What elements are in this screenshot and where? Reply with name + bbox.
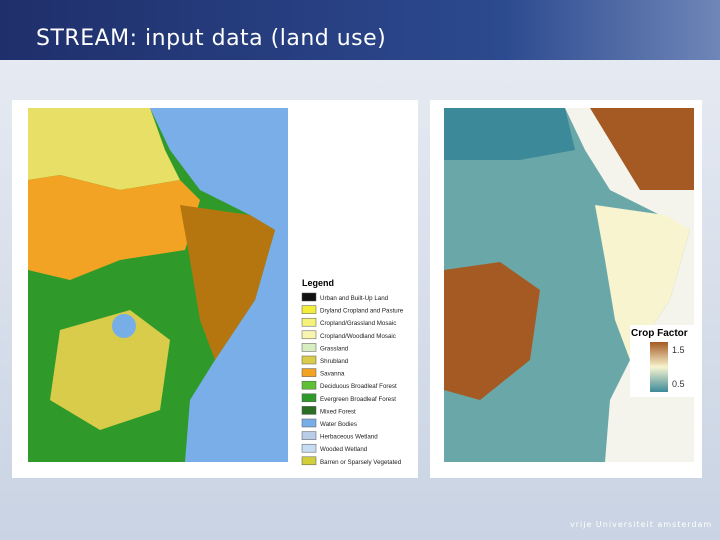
land-orange bbox=[28, 175, 200, 280]
legend-bg bbox=[298, 275, 418, 478]
legend-label: Deciduous Broadleaf Forest bbox=[320, 383, 397, 390]
legend-swatch bbox=[301, 393, 317, 403]
legend-swatch bbox=[301, 317, 317, 327]
legend-title: Legend bbox=[302, 278, 334, 288]
legend-label: Cropland/Grassland Mosaic bbox=[320, 320, 396, 327]
cf-horn bbox=[595, 205, 690, 360]
land-shrub bbox=[50, 310, 170, 430]
land-brown bbox=[180, 205, 275, 360]
legend-label: Grassland bbox=[320, 345, 349, 352]
slide-title: STREAM: input data (land use) bbox=[36, 26, 387, 51]
legend-swatch bbox=[301, 368, 317, 377]
legend-swatch bbox=[301, 443, 317, 453]
legend-swatch bbox=[301, 343, 317, 352]
cf-tick-label: 0.5 bbox=[672, 379, 685, 389]
legend-label: Savanna bbox=[320, 371, 345, 378]
legend-swatch bbox=[301, 418, 317, 428]
legend-swatch bbox=[301, 380, 317, 390]
legend-label: Herbaceous Wetland bbox=[320, 434, 378, 441]
cf-brown bbox=[444, 262, 540, 400]
cf-arabia bbox=[590, 108, 694, 190]
cf-colorbar bbox=[650, 342, 668, 392]
legend-label: Wooded Wetland bbox=[320, 446, 368, 453]
legend-swatch bbox=[301, 305, 317, 314]
legend-label: Urban and Built-Up Land bbox=[320, 295, 389, 302]
legend-swatch bbox=[301, 355, 317, 365]
legend-swatch bbox=[301, 456, 317, 466]
lake bbox=[112, 314, 136, 338]
legend-label: Evergreen Broadleaf Forest bbox=[320, 396, 396, 403]
cf-title: Crop Factor bbox=[631, 328, 688, 339]
header-bar bbox=[0, 0, 720, 60]
legend-label: Mixed Forest bbox=[320, 408, 356, 415]
legend-label: Shrubland bbox=[320, 358, 349, 365]
legend-swatch bbox=[301, 406, 317, 415]
footer-text: vrije Universiteit amsterdam bbox=[570, 520, 713, 529]
legend-swatch bbox=[301, 431, 317, 440]
legend-label: Dryland Cropland and Pasture bbox=[320, 308, 404, 315]
land-yellow bbox=[28, 108, 180, 190]
legend-swatch bbox=[301, 330, 317, 340]
cf-north bbox=[444, 108, 575, 160]
legend-label: Water Bodies bbox=[320, 421, 357, 428]
legend-label: Barren or Sparsely Vegetated bbox=[320, 459, 402, 466]
cf-tick-label: 1.5 bbox=[672, 345, 685, 355]
legend-swatch bbox=[301, 292, 317, 302]
legend-label: Cropland/Woodland Mosaic bbox=[320, 333, 396, 340]
